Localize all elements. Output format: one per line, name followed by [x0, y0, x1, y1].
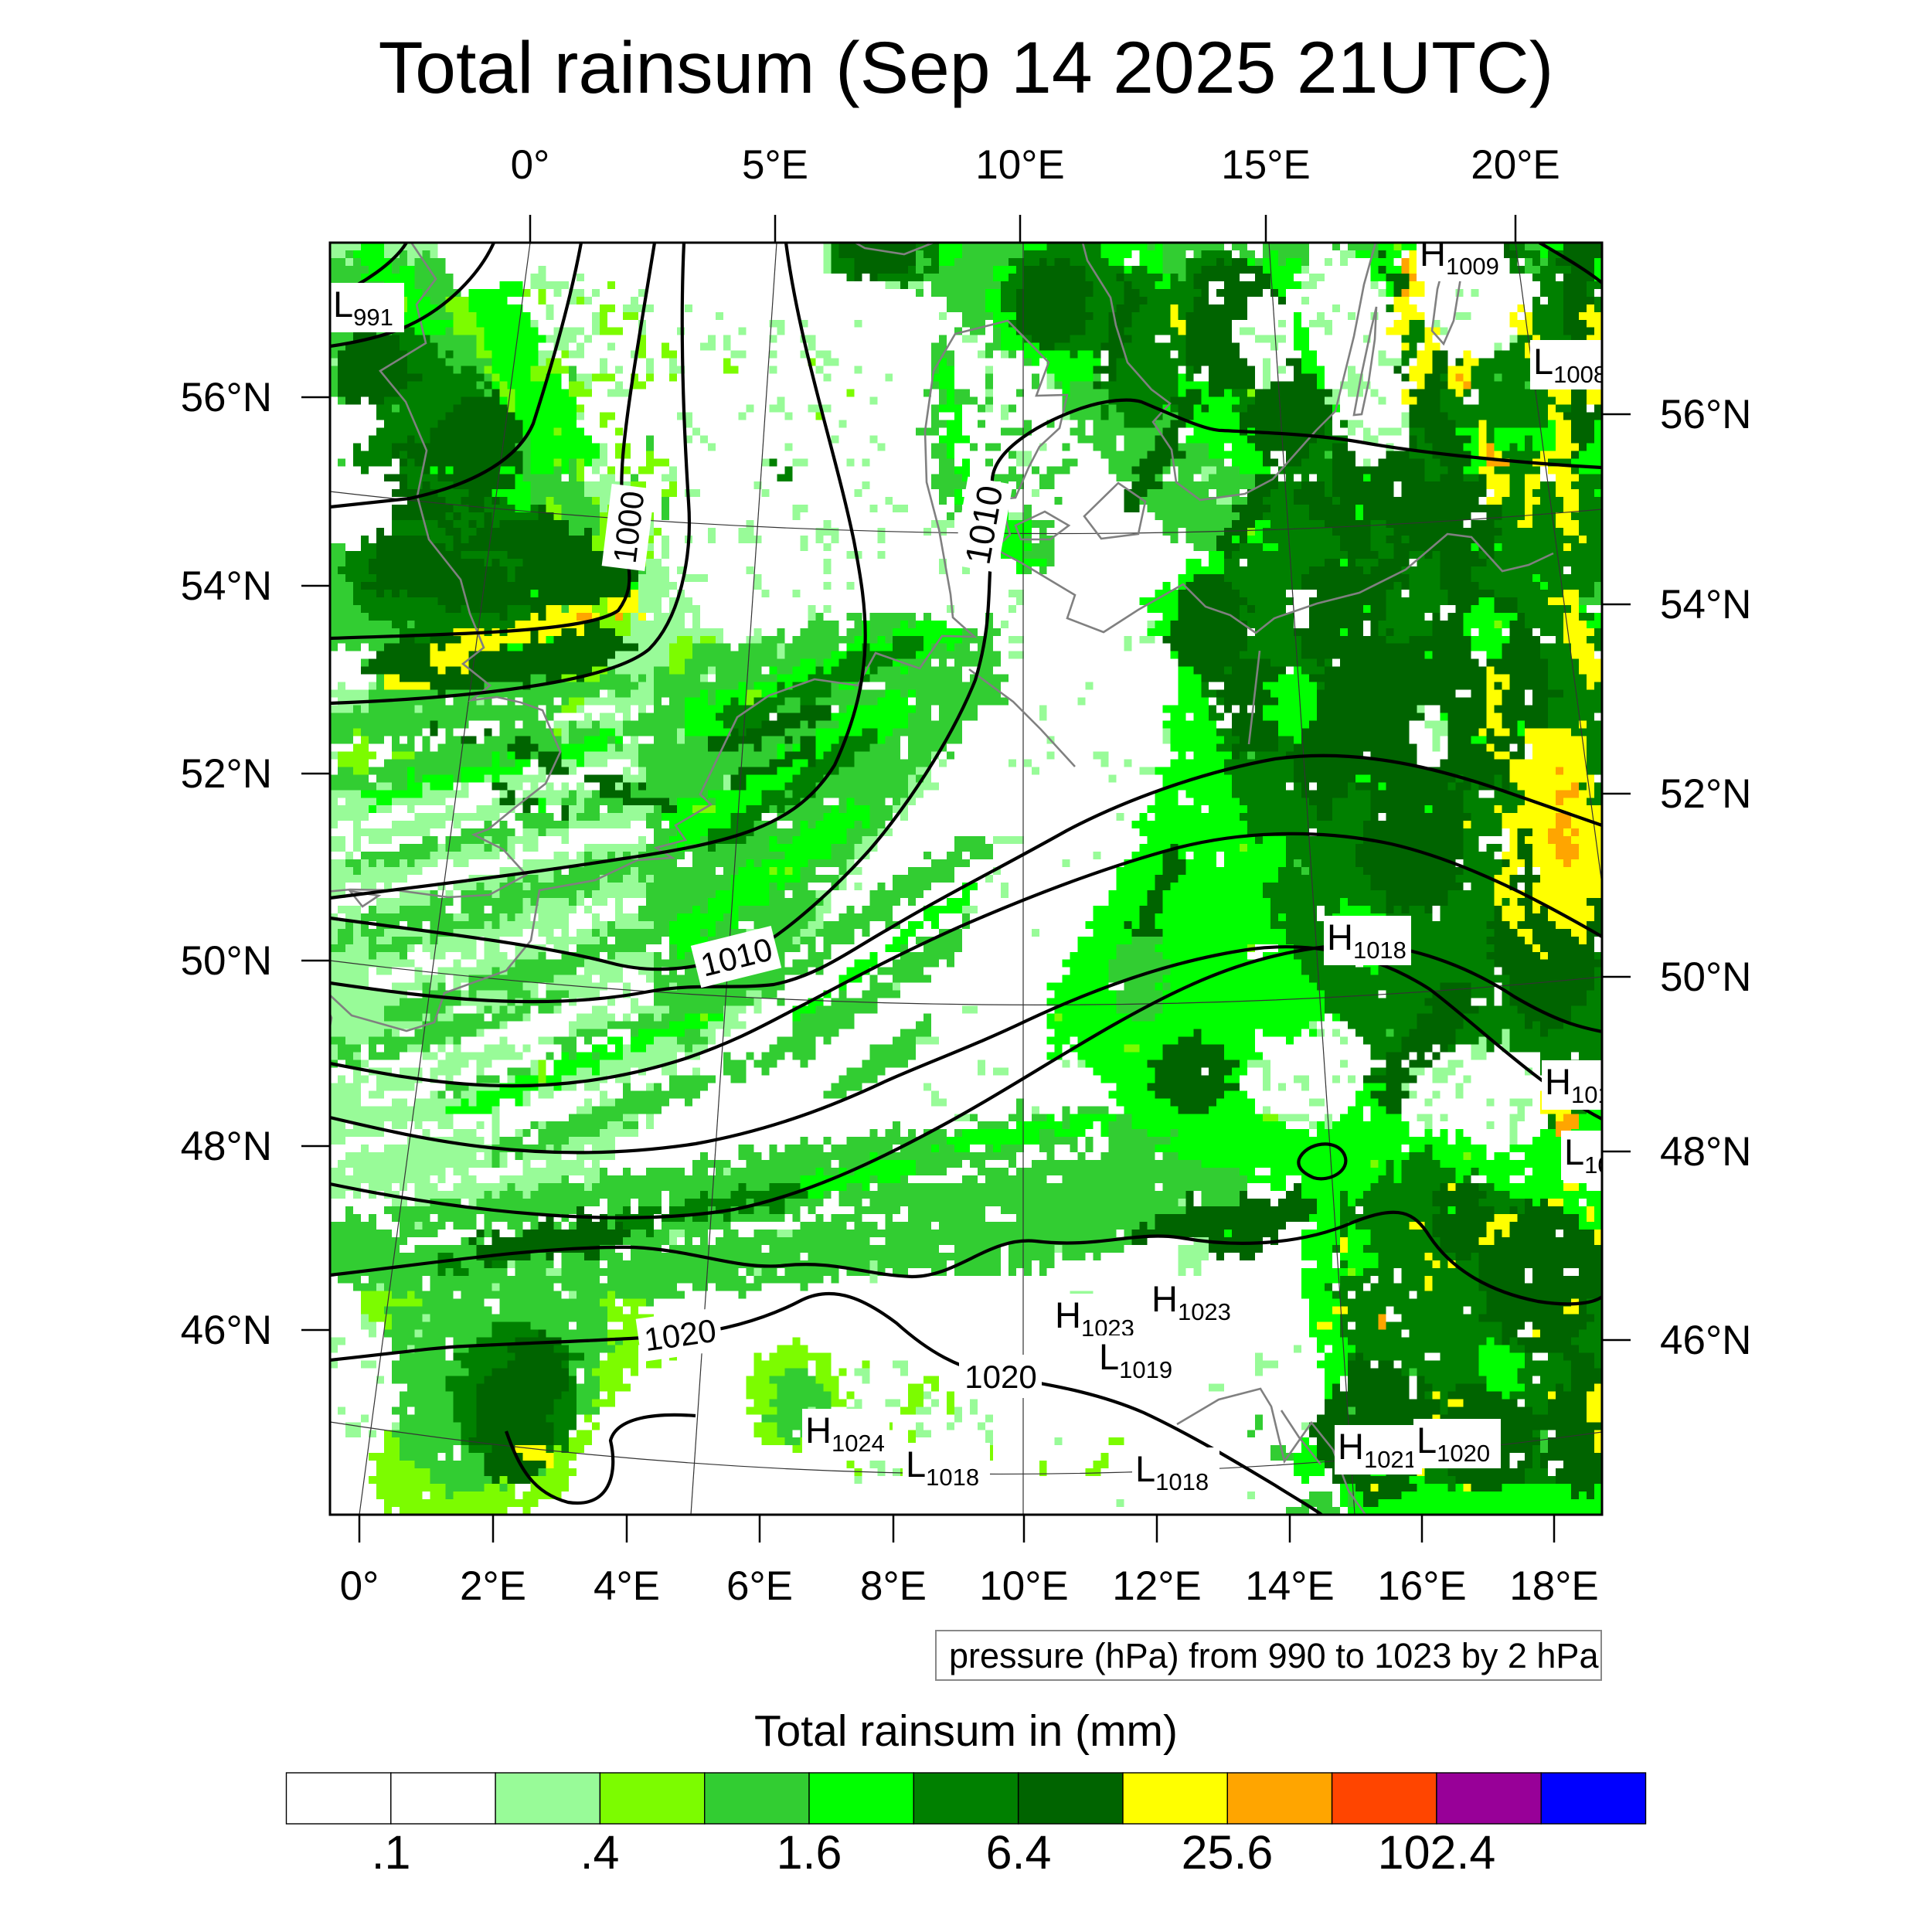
svg-text:46°N: 46°N — [1660, 1318, 1751, 1363]
svg-text:10°E: 10°E — [979, 1563, 1069, 1609]
svg-text:14°E: 14°E — [1245, 1563, 1335, 1609]
svg-text:H1016: H1016 — [1545, 1061, 1624, 1108]
svg-text:L1016: L1016 — [1564, 1131, 1638, 1179]
svg-text:6°E: 6°E — [726, 1563, 793, 1609]
svg-text:2°E: 2°E — [460, 1563, 526, 1609]
svg-text:18°E: 18°E — [1509, 1563, 1599, 1609]
svg-text:0°: 0° — [511, 142, 550, 188]
svg-text:15°E: 15°E — [1221, 142, 1311, 188]
svg-text:50°N: 50°N — [181, 938, 272, 984]
svg-text:Total rainsum (Sep 14 2025 21U: Total rainsum (Sep 14 2025 21UTC) — [379, 27, 1554, 109]
svg-text:48°N: 48°N — [1660, 1129, 1751, 1175]
svg-text:16°E: 16°E — [1377, 1563, 1467, 1609]
svg-text:0°: 0° — [340, 1563, 379, 1609]
svg-text:.4: .4 — [580, 1826, 620, 1879]
svg-text:L1020: L1020 — [1417, 1420, 1490, 1467]
svg-text:6.4: 6.4 — [986, 1826, 1052, 1879]
svg-text:52°N: 52°N — [1660, 771, 1751, 817]
svg-text:.1: .1 — [372, 1826, 411, 1879]
svg-text:54°N: 54°N — [181, 563, 272, 609]
svg-text:8°E: 8°E — [860, 1563, 927, 1609]
svg-text:5°E: 5°E — [742, 142, 808, 188]
svg-text:10°E: 10°E — [975, 142, 1065, 188]
svg-text:1.6: 1.6 — [777, 1826, 842, 1879]
svg-text:20°E: 20°E — [1471, 142, 1560, 188]
svg-text:54°N: 54°N — [1660, 582, 1751, 628]
svg-text:50°N: 50°N — [1660, 954, 1751, 1000]
svg-text:46°N: 46°N — [181, 1308, 272, 1353]
svg-text:25.6: 25.6 — [1182, 1826, 1274, 1879]
svg-text:12°E: 12°E — [1112, 1563, 1202, 1609]
svg-text:pressure (hPa) from 990 to 102: pressure (hPa) from 990 to 1023 by 2 hPa — [949, 1636, 1599, 1675]
svg-text:48°N: 48°N — [181, 1124, 272, 1169]
svg-text:56°N: 56°N — [1660, 392, 1751, 437]
svg-text:56°N: 56°N — [181, 375, 272, 420]
svg-text:1000: 1000 — [606, 489, 651, 565]
svg-text:102.4: 102.4 — [1378, 1826, 1496, 1879]
svg-text:1020: 1020 — [964, 1359, 1036, 1395]
svg-text:Total rainsum in (mm): Total rainsum in (mm) — [754, 1706, 1178, 1756]
svg-text:52°N: 52°N — [181, 751, 272, 797]
svg-text:4°E: 4°E — [594, 1563, 660, 1609]
svg-text:H1018: H1018 — [1327, 917, 1406, 964]
